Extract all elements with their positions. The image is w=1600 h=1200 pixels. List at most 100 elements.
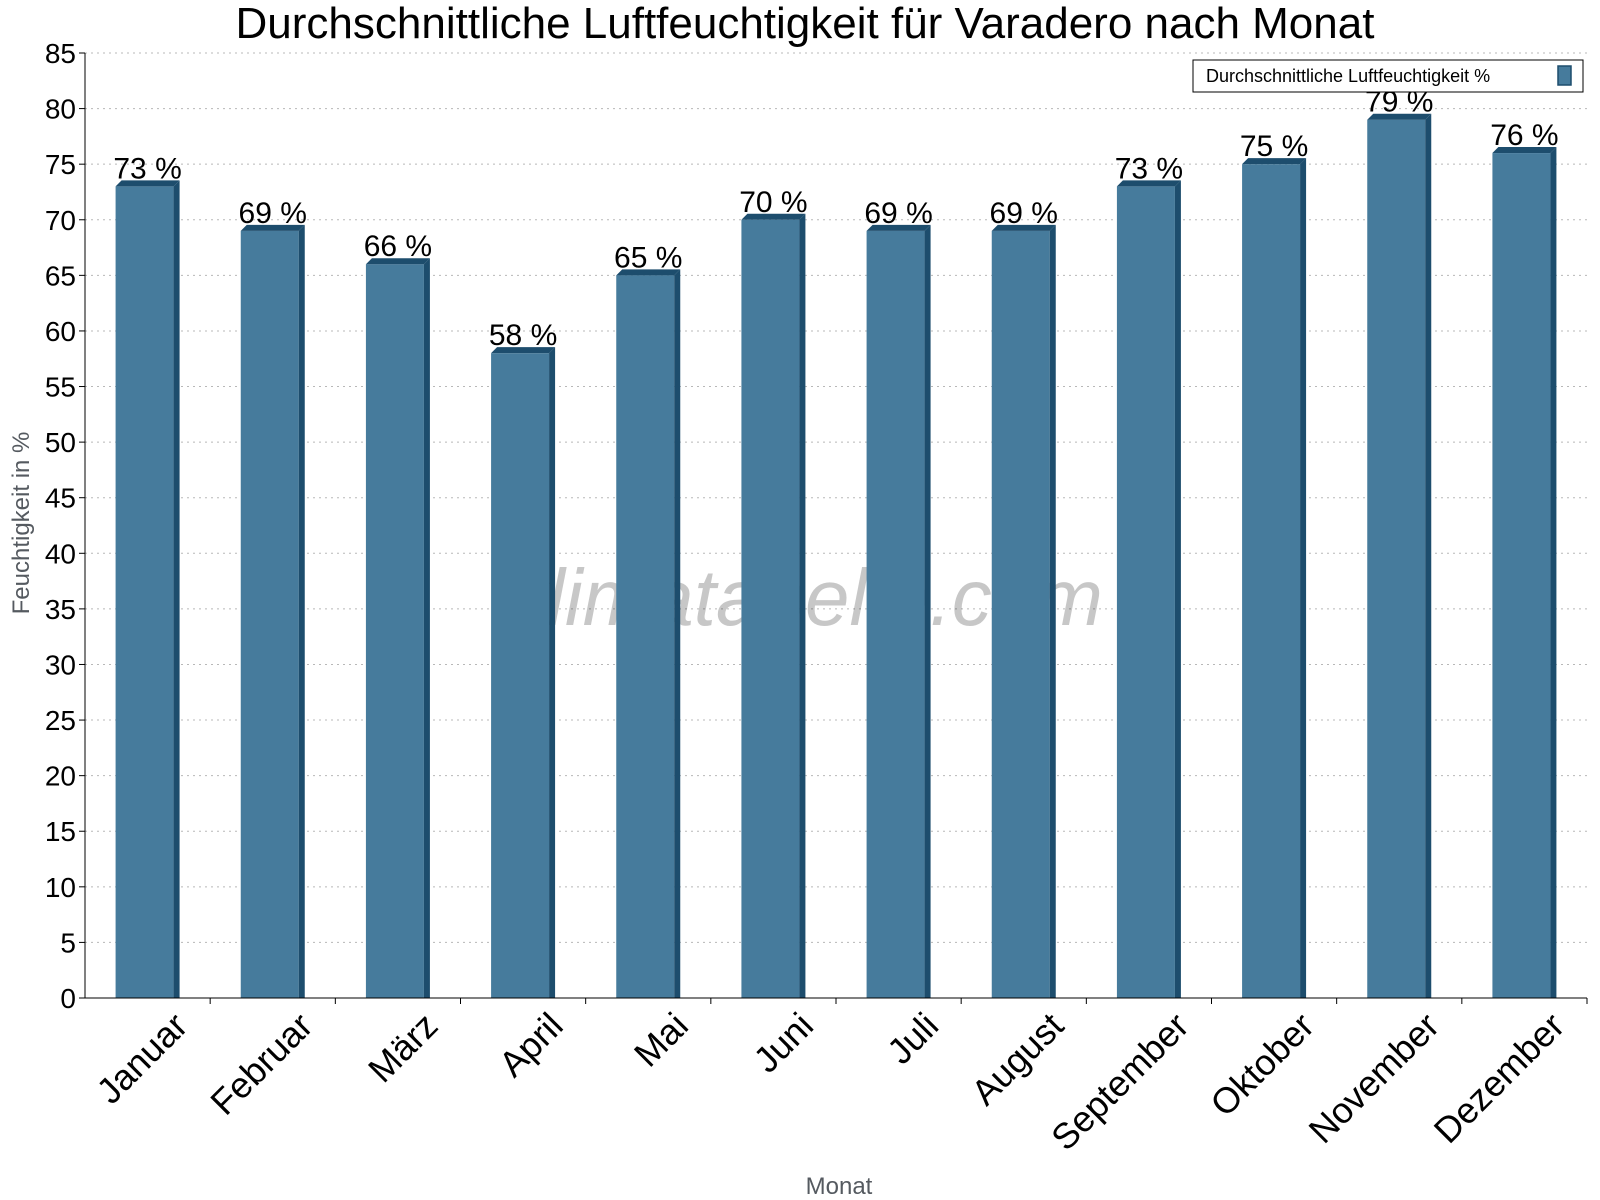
x-tick-label: Oktober xyxy=(1202,1005,1322,1125)
bar-top xyxy=(240,224,305,231)
chart-title: Durchschnittliche Luftfeuchtigkeit für V… xyxy=(236,0,1375,48)
y-ticks: 0 5 10 15 20 25 30 35 40 45 50 55 60 65 70 75 80 85 xyxy=(45,38,85,1014)
data-label: 66 % xyxy=(364,230,432,263)
bar-front xyxy=(1116,186,1175,999)
legend: Durchschnittliche Luftfeuchtigkeit % xyxy=(1192,59,1584,93)
bar-side xyxy=(1049,224,1056,999)
bar-top xyxy=(866,224,931,231)
bar xyxy=(991,224,1056,999)
bar-top xyxy=(1492,147,1557,154)
bar-top xyxy=(1242,158,1307,165)
x-axis-label: Monat xyxy=(806,1173,873,1200)
bar xyxy=(866,224,931,999)
bar-front xyxy=(1492,153,1551,998)
x-tick-label: Juni xyxy=(745,1005,821,1081)
bar-top xyxy=(491,347,556,354)
y-tick-label: 40 xyxy=(45,538,76,569)
bar-side xyxy=(423,258,430,998)
bar-front xyxy=(866,230,925,999)
bar-front xyxy=(741,219,800,998)
data-label: 69 % xyxy=(239,197,307,230)
bar xyxy=(240,224,305,999)
y-tick-label: 80 xyxy=(45,94,76,125)
data-labels: 73 % 69 % 66 % 58 % 65 % 70 % 69 % 69 % 73 % 75 %… xyxy=(113,86,1558,352)
bar-top xyxy=(365,258,430,265)
x-tick-label: Dezember xyxy=(1426,1005,1572,1151)
y-tick-label: 45 xyxy=(45,483,76,514)
legend-box xyxy=(1192,59,1584,93)
bar-top xyxy=(741,213,806,220)
x-tick-label: März xyxy=(360,1005,446,1091)
bar-side xyxy=(1425,113,1432,999)
y-tick-label: 55 xyxy=(45,372,76,403)
bar-front xyxy=(1242,164,1301,999)
y-tick-label: 60 xyxy=(45,316,76,347)
y-tick-label: 20 xyxy=(45,761,76,792)
y-tick-label: 5 xyxy=(60,927,76,958)
y-tick-label: 35 xyxy=(45,594,76,625)
bar xyxy=(1367,113,1432,999)
bar-side xyxy=(799,213,806,998)
y-tick-label: 85 xyxy=(45,38,76,69)
y-tick-label: 0 xyxy=(60,983,76,1014)
x-tick-label: November xyxy=(1300,1005,1446,1151)
bar-front xyxy=(491,353,550,998)
bar xyxy=(741,213,806,998)
bar-top xyxy=(115,180,180,187)
bar-front xyxy=(991,230,1050,999)
y-tick-label: 65 xyxy=(45,260,76,291)
grid xyxy=(85,52,1587,943)
data-label: 75 % xyxy=(1240,130,1308,163)
bar-top xyxy=(991,224,1056,231)
legend-label: Durchschnittliche Luftfeuchtigkeit % xyxy=(1206,66,1490,86)
bar xyxy=(365,258,430,998)
y-tick-label: 75 xyxy=(45,149,76,180)
data-label: 70 % xyxy=(739,186,807,219)
x-ticks: Januar Februar März April Mai Juni Juli AugustS… xyxy=(88,998,1588,1159)
data-label: 76 % xyxy=(1490,119,1558,152)
bar-side xyxy=(1550,147,1557,998)
bar-side xyxy=(1300,158,1307,999)
x-tick-label: August xyxy=(963,1005,1071,1113)
x-tick-label: Juli xyxy=(879,1005,946,1072)
bar-side xyxy=(674,269,681,999)
bar-top xyxy=(1116,180,1181,187)
bar-side xyxy=(173,180,180,999)
bar-top xyxy=(1367,113,1432,120)
bars xyxy=(115,113,1557,999)
bar xyxy=(1116,180,1181,999)
bar-front xyxy=(616,275,675,999)
x-tick-label: Mai xyxy=(626,1005,696,1075)
data-label: 69 % xyxy=(990,197,1058,230)
x-tick-label: Februar xyxy=(202,1005,320,1123)
bar xyxy=(115,180,180,999)
bar xyxy=(1492,147,1557,998)
bar-front xyxy=(1367,119,1426,999)
bar-side xyxy=(549,347,556,998)
y-tick-label: 50 xyxy=(45,427,76,458)
x-tick-label: Januar xyxy=(88,1005,195,1112)
y-tick-label: 15 xyxy=(45,816,76,847)
y-tick-label: 70 xyxy=(45,205,76,236)
bar-side xyxy=(298,224,305,999)
data-label: 69 % xyxy=(864,197,932,230)
bar-front xyxy=(365,264,424,998)
y-tick-label: 25 xyxy=(45,705,76,736)
data-label: 73 % xyxy=(113,152,181,185)
bar xyxy=(1242,158,1307,999)
legend-swatch xyxy=(1557,65,1572,86)
y-axis-label: Feuchtigkeit in % xyxy=(8,432,35,615)
y-tick-label: 30 xyxy=(45,649,76,680)
x-tick-label: April xyxy=(491,1005,571,1085)
axes xyxy=(84,53,1587,999)
bar xyxy=(616,269,681,999)
bar-side xyxy=(924,224,931,999)
data-label: 73 % xyxy=(1115,152,1183,185)
bar-front xyxy=(115,186,174,999)
data-label: 58 % xyxy=(489,319,557,352)
y-tick-label: 10 xyxy=(45,872,76,903)
x-tick-label: September xyxy=(1043,1005,1197,1159)
data-label: 65 % xyxy=(614,241,682,274)
bar-side xyxy=(1174,180,1181,999)
